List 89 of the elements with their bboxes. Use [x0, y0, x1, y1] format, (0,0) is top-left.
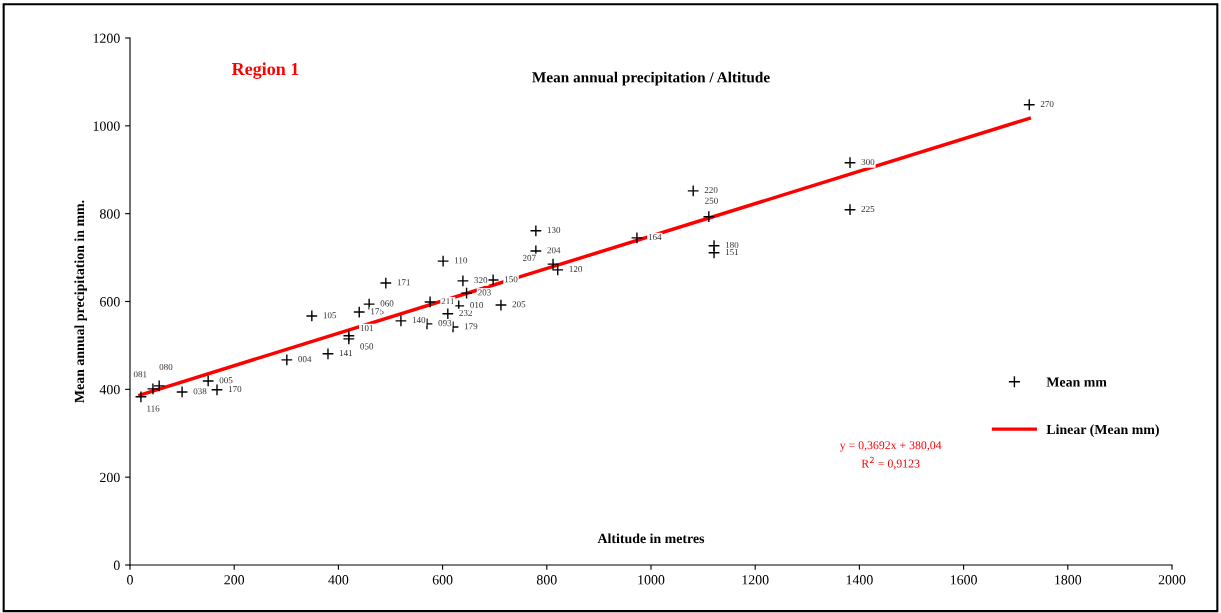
point — [702, 210, 715, 223]
annotation: 130 — [547, 226, 561, 234]
annotation: 110 — [455, 257, 468, 264]
point — [321, 347, 335, 360]
annotation: 250 — [705, 197, 718, 204]
annotation: 151 — [725, 248, 739, 256]
annotation: Region 1 — [231, 62, 299, 79]
point — [529, 224, 542, 237]
x-tick-label: 1200 — [742, 575, 769, 585]
y-axis-title: Mean annual precipitation in mm. — [74, 200, 87, 403]
annotation: 170 — [228, 385, 242, 393]
x-tick-label: 1400 — [846, 575, 873, 585]
annotation: 205 — [512, 301, 526, 308]
point — [456, 274, 469, 287]
x-tick-label: 400 — [328, 575, 349, 585]
annotation: 081 — [133, 371, 147, 378]
annotation: 180 — [725, 241, 739, 248]
annotation: 004 — [298, 356, 312, 363]
annotation: 101 — [360, 324, 373, 332]
annotation: 220 — [704, 187, 718, 194]
point — [551, 263, 564, 276]
annotation: 225 — [861, 205, 875, 212]
x-tick-label: 800 — [536, 575, 557, 585]
point — [379, 276, 392, 290]
point — [843, 156, 857, 169]
x-tick-label: 2000 — [1158, 575, 1186, 585]
annotation: y = 0,3692x + 380,04 — [839, 441, 942, 452]
point — [424, 295, 437, 309]
point — [305, 309, 318, 323]
annotation: 093 — [438, 320, 452, 327]
legend-label: Linear (Mean mm) — [1046, 424, 1159, 437]
point — [707, 246, 721, 259]
annotation: 232 — [459, 309, 472, 317]
point — [546, 258, 560, 271]
annotation: 207 — [522, 254, 536, 261]
annotation: 141 — [339, 349, 353, 356]
point — [202, 374, 215, 388]
x-tick-label: 1000 — [638, 575, 665, 585]
text: Mean annual precipitation / Altitude — [532, 71, 770, 86]
y-tick-label: 0 — [113, 560, 120, 570]
annotation: 179 — [464, 323, 478, 330]
annotation: 164 — [648, 234, 662, 241]
annotation: 120 — [569, 266, 583, 273]
x-tick-label: 1600 — [950, 575, 977, 585]
annotation: 204 — [547, 247, 561, 254]
annotation: 010 — [470, 302, 484, 309]
y-tick-label: 200 — [100, 472, 120, 483]
point — [280, 353, 293, 366]
point — [487, 273, 500, 287]
annotation: R$^{2}$ = 0,9123 — [861, 456, 920, 470]
annotation: 050 — [360, 343, 374, 350]
annotation: 140 — [412, 316, 426, 324]
y-tick-label: 600 — [100, 297, 120, 307]
point — [437, 255, 450, 268]
annotation: 320 — [474, 277, 488, 284]
x-tick-label: 0 — [127, 575, 133, 585]
y-tick-label: 800 — [99, 209, 120, 219]
point — [210, 383, 224, 396]
point — [630, 231, 644, 244]
point — [441, 307, 454, 320]
point — [176, 385, 189, 399]
point — [134, 390, 148, 403]
annotation: 060 — [380, 300, 394, 307]
annotation: 203 — [478, 289, 491, 296]
point — [353, 305, 366, 319]
annotation: 150 — [505, 276, 518, 283]
y-tick-label: 1200 — [93, 33, 120, 43]
point — [460, 287, 473, 300]
annotation: 080 — [159, 363, 173, 371]
annotation: 270 — [1040, 100, 1054, 108]
annotation: 116 — [147, 405, 160, 412]
legend-label: Mean mm — [1046, 377, 1107, 387]
y-tick-label: 1000 — [93, 121, 120, 131]
point — [394, 314, 407, 327]
annotation: 211 — [441, 298, 454, 305]
x-tick-label: 600 — [432, 575, 453, 585]
annotation: 300 — [861, 158, 875, 165]
annotation: 171 — [397, 279, 410, 286]
x-axis-title: Altitude in metres — [597, 533, 705, 544]
point — [843, 203, 857, 216]
x-tick-label: 1800 — [1055, 575, 1082, 585]
annotation: 105 — [323, 312, 337, 319]
point — [494, 298, 508, 312]
x-tick-label: 200 — [224, 575, 245, 585]
y-tick-label: 400 — [99, 384, 120, 395]
point — [687, 184, 700, 197]
point — [1023, 98, 1036, 111]
annotation: 038 — [193, 388, 207, 395]
annotation: 005 — [219, 377, 233, 384]
